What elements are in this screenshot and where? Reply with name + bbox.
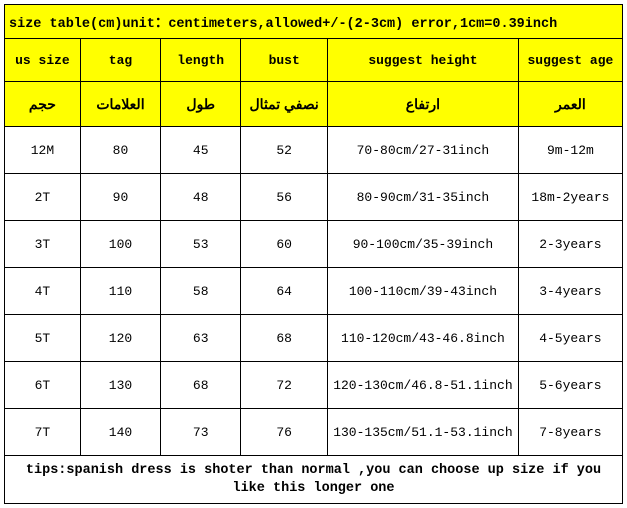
cell: 90-100cm/35-39inch (328, 221, 519, 268)
table-row: 5T 120 63 68 110-120cm/43-46.8inch 4-5ye… (5, 315, 623, 362)
cell: 52 (241, 127, 328, 174)
col-length-ar: طول (161, 82, 241, 127)
cell: 80-90cm/31-35inch (328, 174, 519, 221)
cell: 110 (80, 268, 160, 315)
cell: 130-135cm/51.1-53.1inch (328, 409, 519, 456)
col-age-ar: العمر (518, 82, 622, 127)
table-row: 3T 100 53 60 90-100cm/35-39inch 2-3years (5, 221, 623, 268)
cell: 90 (80, 174, 160, 221)
cell: 100-110cm/39-43inch (328, 268, 519, 315)
cell: 3T (5, 221, 81, 268)
col-bust: bust (241, 39, 328, 82)
cell: 48 (161, 174, 241, 221)
col-us-size: us size (5, 39, 81, 82)
table-title: size table(cm)unit：centimeters,allowed+/… (5, 5, 623, 39)
col-tag-ar: العلامات (80, 82, 160, 127)
tips-text: tips:spanish dress is shoter than normal… (5, 456, 623, 504)
table-row: 4T 110 58 64 100-110cm/39-43inch 3-4year… (5, 268, 623, 315)
cell: 7-8years (518, 409, 622, 456)
cell: 70-80cm/27-31inch (328, 127, 519, 174)
cell: 130 (80, 362, 160, 409)
cell: 56 (241, 174, 328, 221)
cell: 110-120cm/43-46.8inch (328, 315, 519, 362)
cell: 18m-2years (518, 174, 622, 221)
col-height-ar: ارتفاع (328, 82, 519, 127)
cell: 12M (5, 127, 81, 174)
header-row-ar: حجم العلامات طول نصفي تمثال ارتفاع العمر (5, 82, 623, 127)
cell: 63 (161, 315, 241, 362)
cell: 2-3years (518, 221, 622, 268)
cell: 68 (241, 315, 328, 362)
header-row-en: us size tag length bust suggest height s… (5, 39, 623, 82)
cell: 120-130cm/46.8-51.1inch (328, 362, 519, 409)
title-row: size table(cm)unit：centimeters,allowed+/… (5, 5, 623, 39)
cell: 3-4years (518, 268, 622, 315)
cell: 4-5years (518, 315, 622, 362)
cell: 68 (161, 362, 241, 409)
col-us-size-ar: حجم (5, 82, 81, 127)
cell: 73 (161, 409, 241, 456)
cell: 120 (80, 315, 160, 362)
cell: 7T (5, 409, 81, 456)
cell: 9m-12m (518, 127, 622, 174)
cell: 64 (241, 268, 328, 315)
col-tag: tag (80, 39, 160, 82)
col-height: suggest height (328, 39, 519, 82)
cell: 5T (5, 315, 81, 362)
cell: 80 (80, 127, 160, 174)
cell: 140 (80, 409, 160, 456)
table-row: 2T 90 48 56 80-90cm/31-35inch 18m-2years (5, 174, 623, 221)
cell: 4T (5, 268, 81, 315)
table-row: 12M 80 45 52 70-80cm/27-31inch 9m-12m (5, 127, 623, 174)
size-table-container: size table(cm)unit：centimeters,allowed+/… (4, 4, 623, 504)
cell: 60 (241, 221, 328, 268)
table-row: 7T 140 73 76 130-135cm/51.1-53.1inch 7-8… (5, 409, 623, 456)
cell: 100 (80, 221, 160, 268)
size-table: size table(cm)unit：centimeters,allowed+/… (4, 4, 623, 504)
cell: 6T (5, 362, 81, 409)
cell: 53 (161, 221, 241, 268)
table-row: 6T 130 68 72 120-130cm/46.8-51.1inch 5-6… (5, 362, 623, 409)
cell: 76 (241, 409, 328, 456)
col-age: suggest age (518, 39, 622, 82)
cell: 58 (161, 268, 241, 315)
cell: 2T (5, 174, 81, 221)
cell: 45 (161, 127, 241, 174)
col-bust-ar: نصفي تمثال (241, 82, 328, 127)
col-length: length (161, 39, 241, 82)
cell: 5-6years (518, 362, 622, 409)
tips-row: tips:spanish dress is shoter than normal… (5, 456, 623, 504)
cell: 72 (241, 362, 328, 409)
